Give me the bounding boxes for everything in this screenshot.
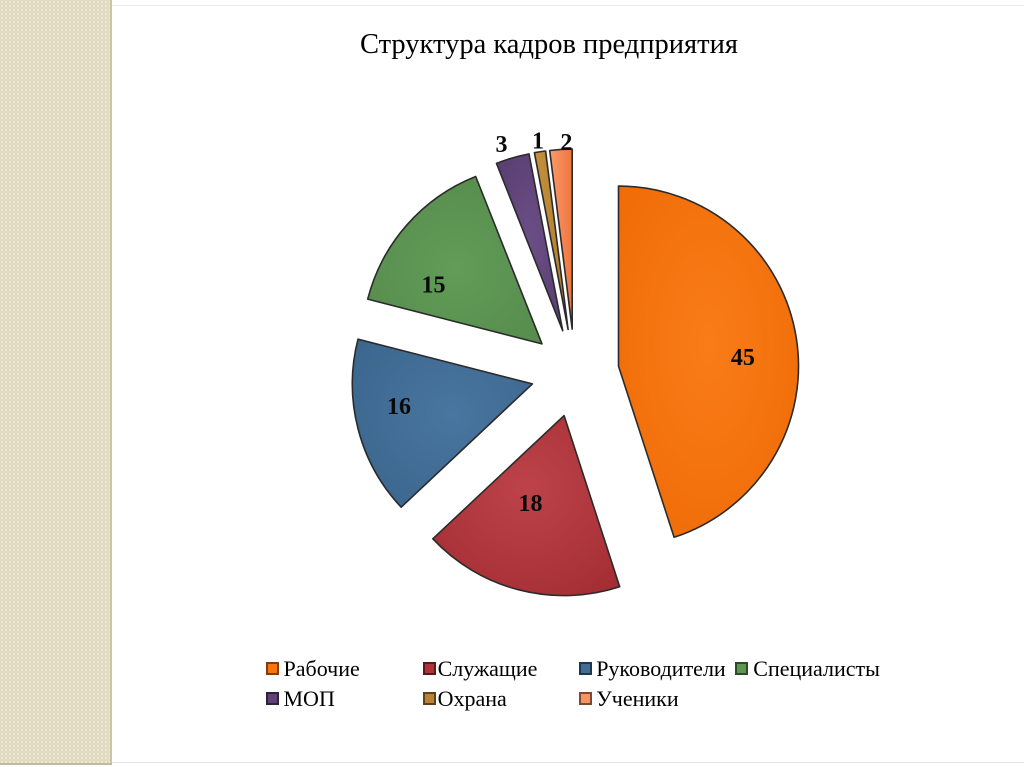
svg-text:18: 18 [519, 491, 543, 517]
svg-text:2: 2 [560, 130, 572, 156]
svg-text:1: 1 [532, 129, 544, 155]
svg-text:45: 45 [731, 345, 755, 371]
svg-text:3: 3 [496, 132, 508, 158]
svg-text:16: 16 [387, 394, 411, 420]
svg-text:15: 15 [422, 273, 446, 299]
